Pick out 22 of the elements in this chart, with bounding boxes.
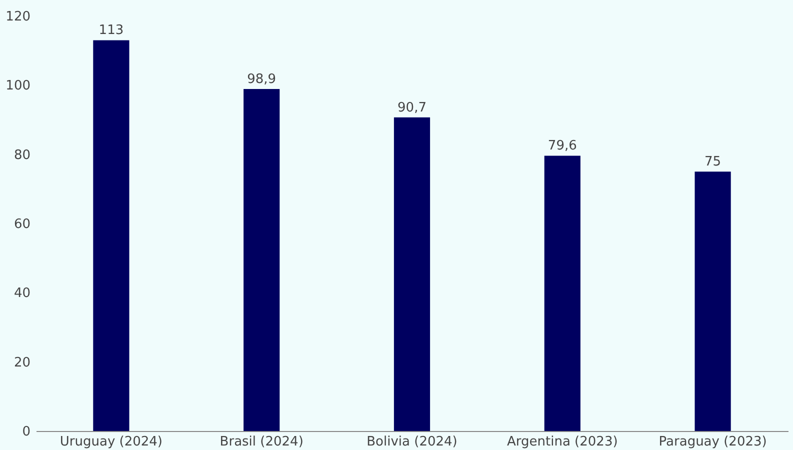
x-tick-label: Argentina (2023) (507, 434, 618, 450)
x-tick-label: Uruguay (2024) (60, 434, 163, 450)
data-label: 113 (98, 23, 124, 38)
bar (394, 117, 430, 431)
y-tick-label: 120 (6, 10, 30, 24)
x-tick-label: Brasil (2024) (220, 434, 304, 450)
y-tick-label: 60 (14, 217, 30, 232)
y-tick-label: 80 (14, 148, 30, 163)
bar (93, 40, 130, 431)
y-tick-label: 0 (22, 424, 30, 440)
data-label: 75 (704, 154, 722, 170)
bar (694, 172, 731, 431)
y-tick-label: 20 (14, 355, 30, 370)
y-tick-label: 100 (6, 78, 30, 94)
data-label: 90,7 (398, 100, 426, 116)
x-tick-label: Bolivia (2024) (366, 434, 458, 450)
x-tick-label: Paraguay (2023) (658, 434, 767, 450)
bar (244, 88, 280, 431)
data-label: 98,9 (247, 72, 276, 87)
data-label: 79,6 (548, 138, 577, 154)
bar (544, 156, 580, 431)
y-tick-label: 40 (14, 286, 30, 302)
